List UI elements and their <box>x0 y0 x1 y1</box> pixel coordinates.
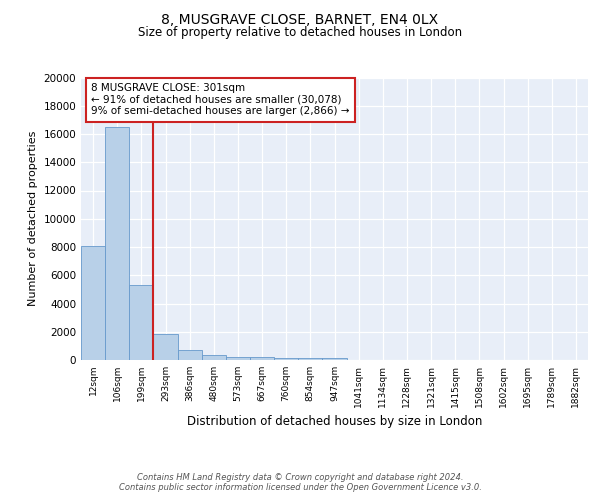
Bar <box>202 356 226 360</box>
Text: Contains HM Land Registry data © Crown copyright and database right 2024.
Contai: Contains HM Land Registry data © Crown c… <box>119 473 481 492</box>
Bar <box>105 127 129 360</box>
Bar <box>129 285 154 360</box>
Bar <box>178 350 202 360</box>
Bar <box>322 358 347 360</box>
Y-axis label: Number of detached properties: Number of detached properties <box>28 131 38 306</box>
Text: 8 MUSGRAVE CLOSE: 301sqm
← 91% of detached houses are smaller (30,078)
9% of sem: 8 MUSGRAVE CLOSE: 301sqm ← 91% of detach… <box>91 83 350 116</box>
Bar <box>250 357 274 360</box>
Bar <box>154 334 178 360</box>
Bar <box>274 358 298 360</box>
Text: Size of property relative to detached houses in London: Size of property relative to detached ho… <box>138 26 462 39</box>
Bar <box>298 358 322 360</box>
X-axis label: Distribution of detached houses by size in London: Distribution of detached houses by size … <box>187 416 482 428</box>
Bar <box>81 246 105 360</box>
Bar <box>226 357 250 360</box>
Text: 8, MUSGRAVE CLOSE, BARNET, EN4 0LX: 8, MUSGRAVE CLOSE, BARNET, EN4 0LX <box>161 12 439 26</box>
